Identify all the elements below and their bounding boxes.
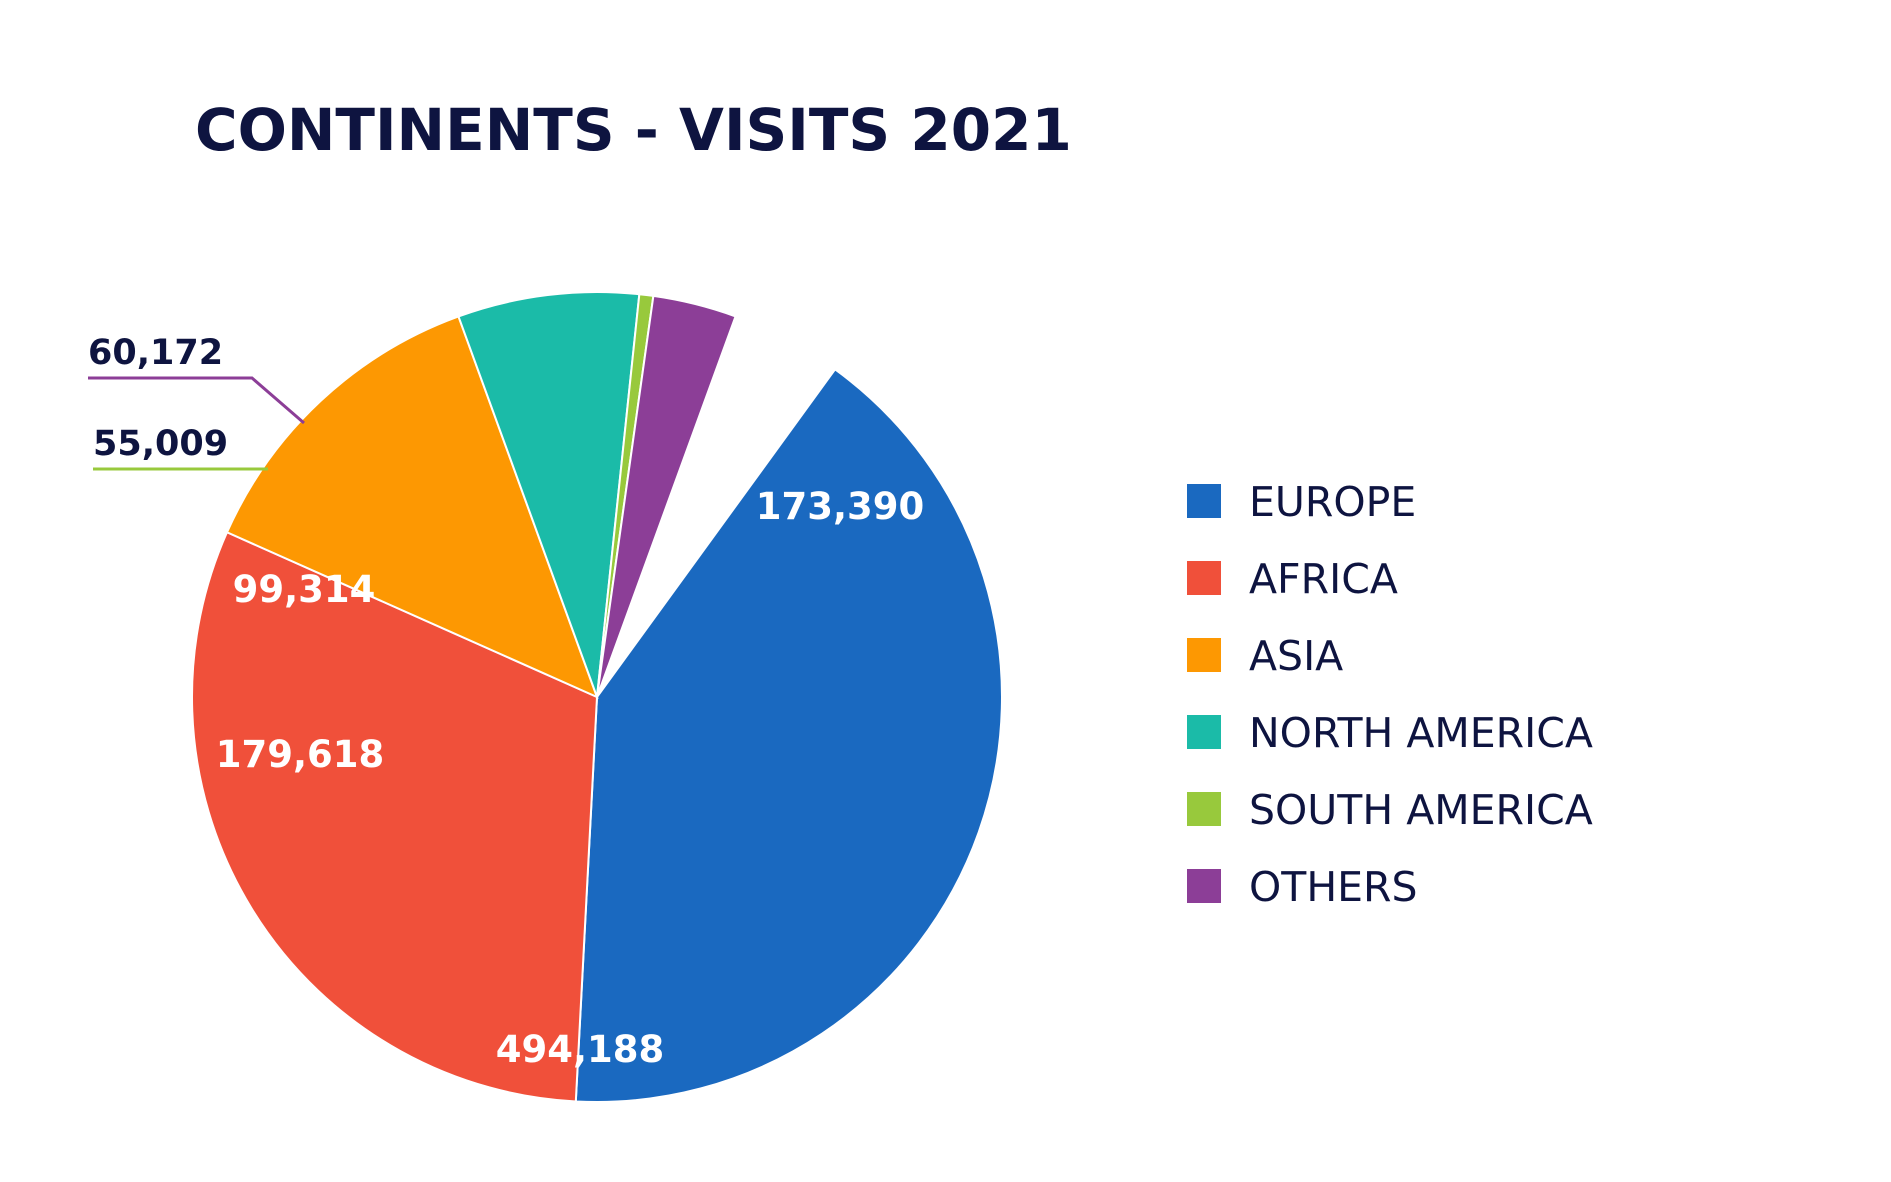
data-label-north-america: 99,314	[233, 568, 376, 611]
leader-lines	[88, 376, 305, 471]
legend-swatch-south-america	[1187, 792, 1221, 826]
legend-label-others: OTHERS	[1249, 863, 1418, 911]
data-label-africa: 494,188	[496, 1028, 665, 1071]
leader-line-others	[88, 376, 305, 425]
data-labels: 173,390 494,188 179,618 99,314 55,009 60,172	[88, 333, 924, 1071]
legend-swatch-europe	[1187, 484, 1221, 518]
legend-swatch-north-america	[1187, 715, 1221, 749]
pie-slice-europe	[574, 367, 1003, 1103]
legend: EUROPE AFRICA ASIA NORTH AMERICA SOUTH AMERI…	[1187, 478, 1593, 911]
data-label-others: 60,172	[88, 333, 223, 373]
pie-slice-others	[596, 294, 737, 698]
legend-label-asia: ASIA	[1249, 632, 1343, 680]
legend-label-africa: AFRICA	[1249, 555, 1398, 603]
pie-slice-africa	[191, 530, 599, 1103]
legend-swatch-asia	[1187, 638, 1221, 672]
data-label-europe: 173,390	[756, 485, 925, 528]
chart-title: CONTINENTS - VISITS 2021	[195, 96, 1072, 164]
pie-slice-asia	[225, 315, 599, 699]
legend-label-north-america: NORTH AMERICA	[1249, 709, 1593, 757]
pie-slice-north-america	[457, 291, 641, 698]
data-label-south-america: 55,009	[93, 424, 228, 464]
legend-label-south-america: SOUTH AMERICA	[1249, 786, 1593, 834]
legend-swatch-africa	[1187, 561, 1221, 595]
data-label-asia: 179,618	[216, 733, 385, 776]
legend-label-europe: EUROPE	[1249, 478, 1416, 526]
legend-swatch-others	[1187, 869, 1221, 903]
pie-slices	[191, 291, 1003, 1103]
